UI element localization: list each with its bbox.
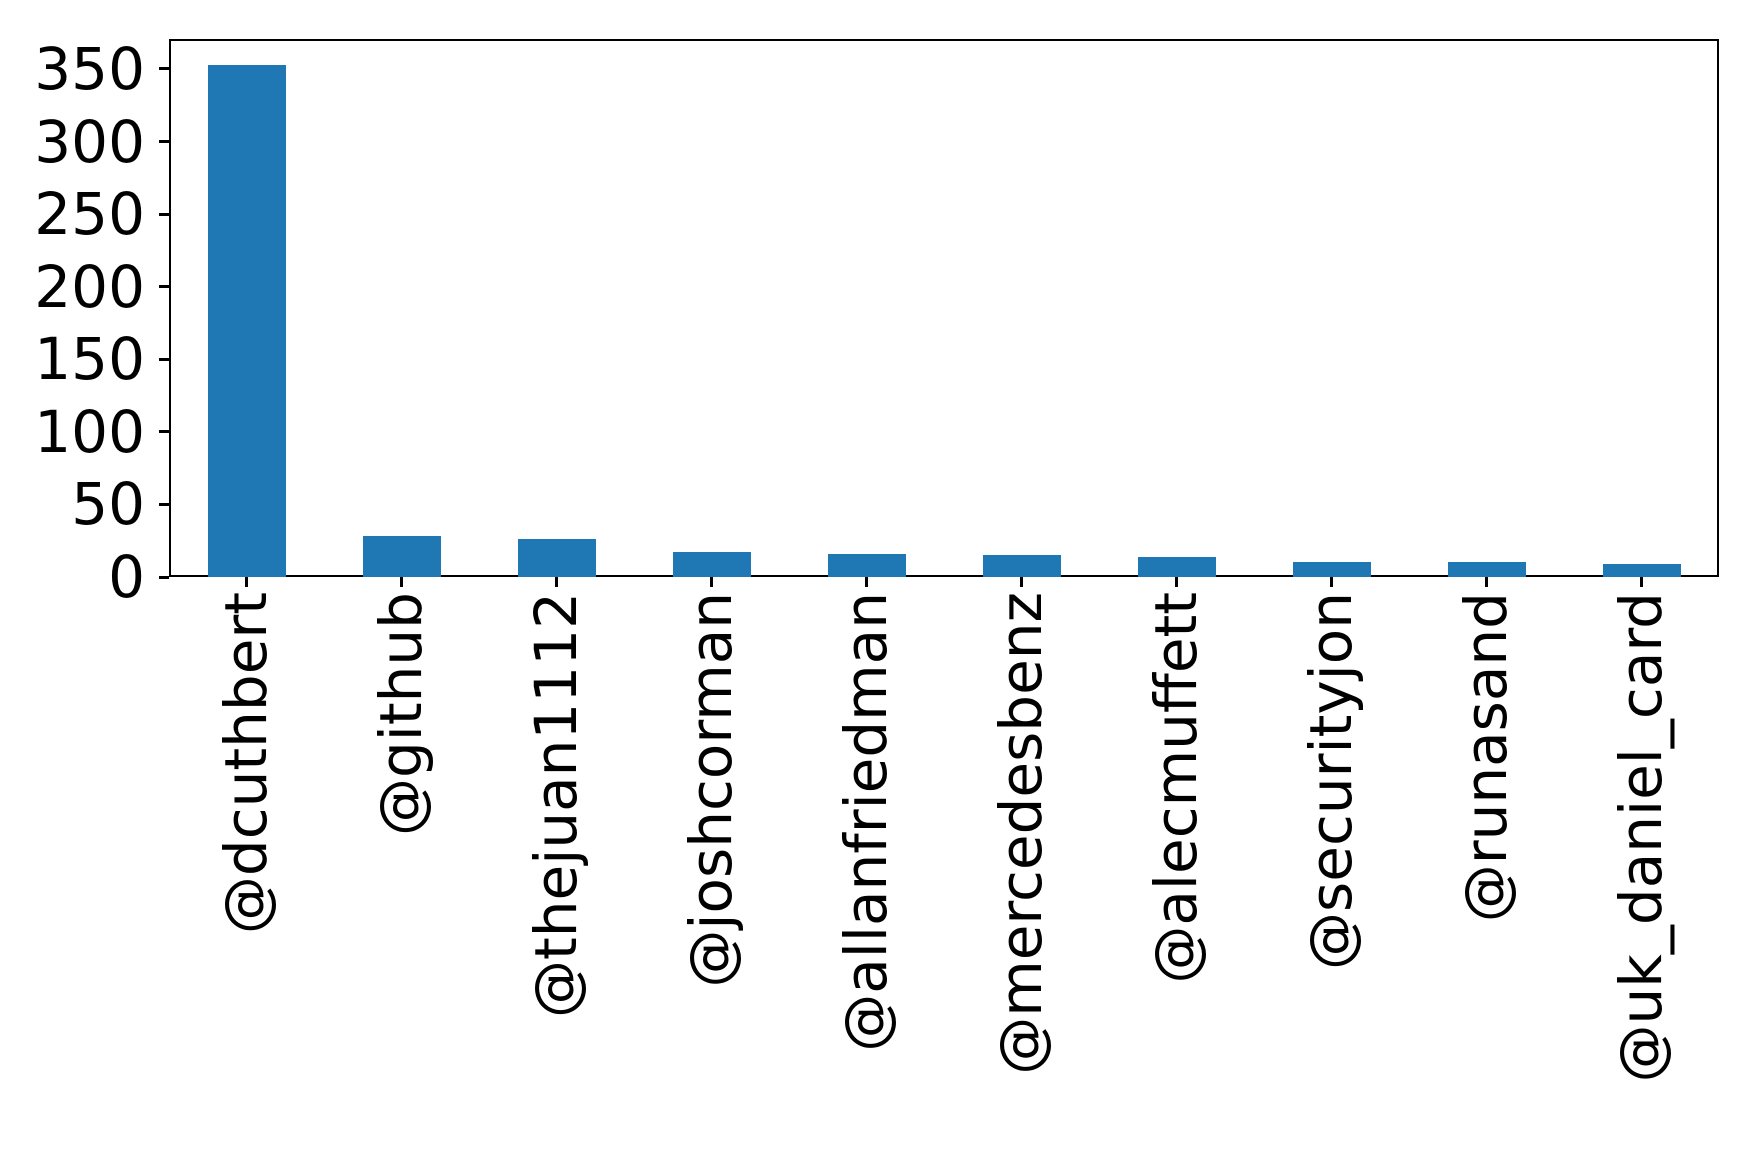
x-tick-mark [1020,577,1023,587]
bar-runasand [1448,562,1526,577]
y-tick-mark [159,67,169,71]
y-tick-label: 150 [34,325,145,394]
x-tick-label: @uk_daniel_card [1607,592,1675,1083]
bar-thejuan1112 [518,539,596,577]
plot-area [169,39,1719,577]
y-tick-label: 0 [108,543,145,611]
x-tick-mark [710,577,713,587]
x-tick-label: @securityjon [1297,592,1365,970]
bar-dcuthbert [208,65,286,577]
bar-mercedesbenz [983,555,1061,577]
x-tick-label: @thejuan1112 [522,592,590,1018]
x-tick-label: @dcuthbert [212,592,280,935]
y-tick-mark [159,212,169,216]
y-tick-mark [159,140,169,144]
bar-alecmuffett [1138,557,1216,577]
x-tick-mark [400,577,403,587]
bar-joshcorman [673,552,751,577]
x-tick-label: @allanfriedman [832,592,900,1052]
x-tick-mark [1175,577,1178,587]
y-tick-label: 250 [34,180,145,249]
bar-uk_daniel_card [1603,564,1681,577]
y-tick-mark [159,575,169,579]
y-tick-mark [159,357,169,361]
y-tick-label: 50 [71,470,145,539]
x-tick-label: @mercedesbenz [987,592,1055,1075]
x-tick-mark [245,577,248,587]
bar-securityjon [1293,562,1371,577]
x-tick-label: @alecmuffett [1142,592,1210,984]
y-tick-label: 300 [34,107,145,176]
y-tick-label: 100 [34,397,145,466]
x-tick-label: @github [367,592,435,837]
y-tick-label: 350 [34,34,145,103]
x-tick-mark [1485,577,1488,587]
x-tick-mark [555,577,558,587]
x-tick-mark [1330,577,1333,587]
bar-allanfriedman [828,554,906,577]
y-tick-mark [159,285,169,289]
y-tick-mark [159,430,169,434]
y-tick-label: 200 [34,252,145,321]
x-tick-label: @joshcorman [677,592,745,988]
x-tick-mark [1640,577,1643,587]
bar-github [363,536,441,577]
x-tick-label: @runasand [1452,592,1520,923]
y-tick-mark [159,502,169,506]
x-tick-mark [865,577,868,587]
